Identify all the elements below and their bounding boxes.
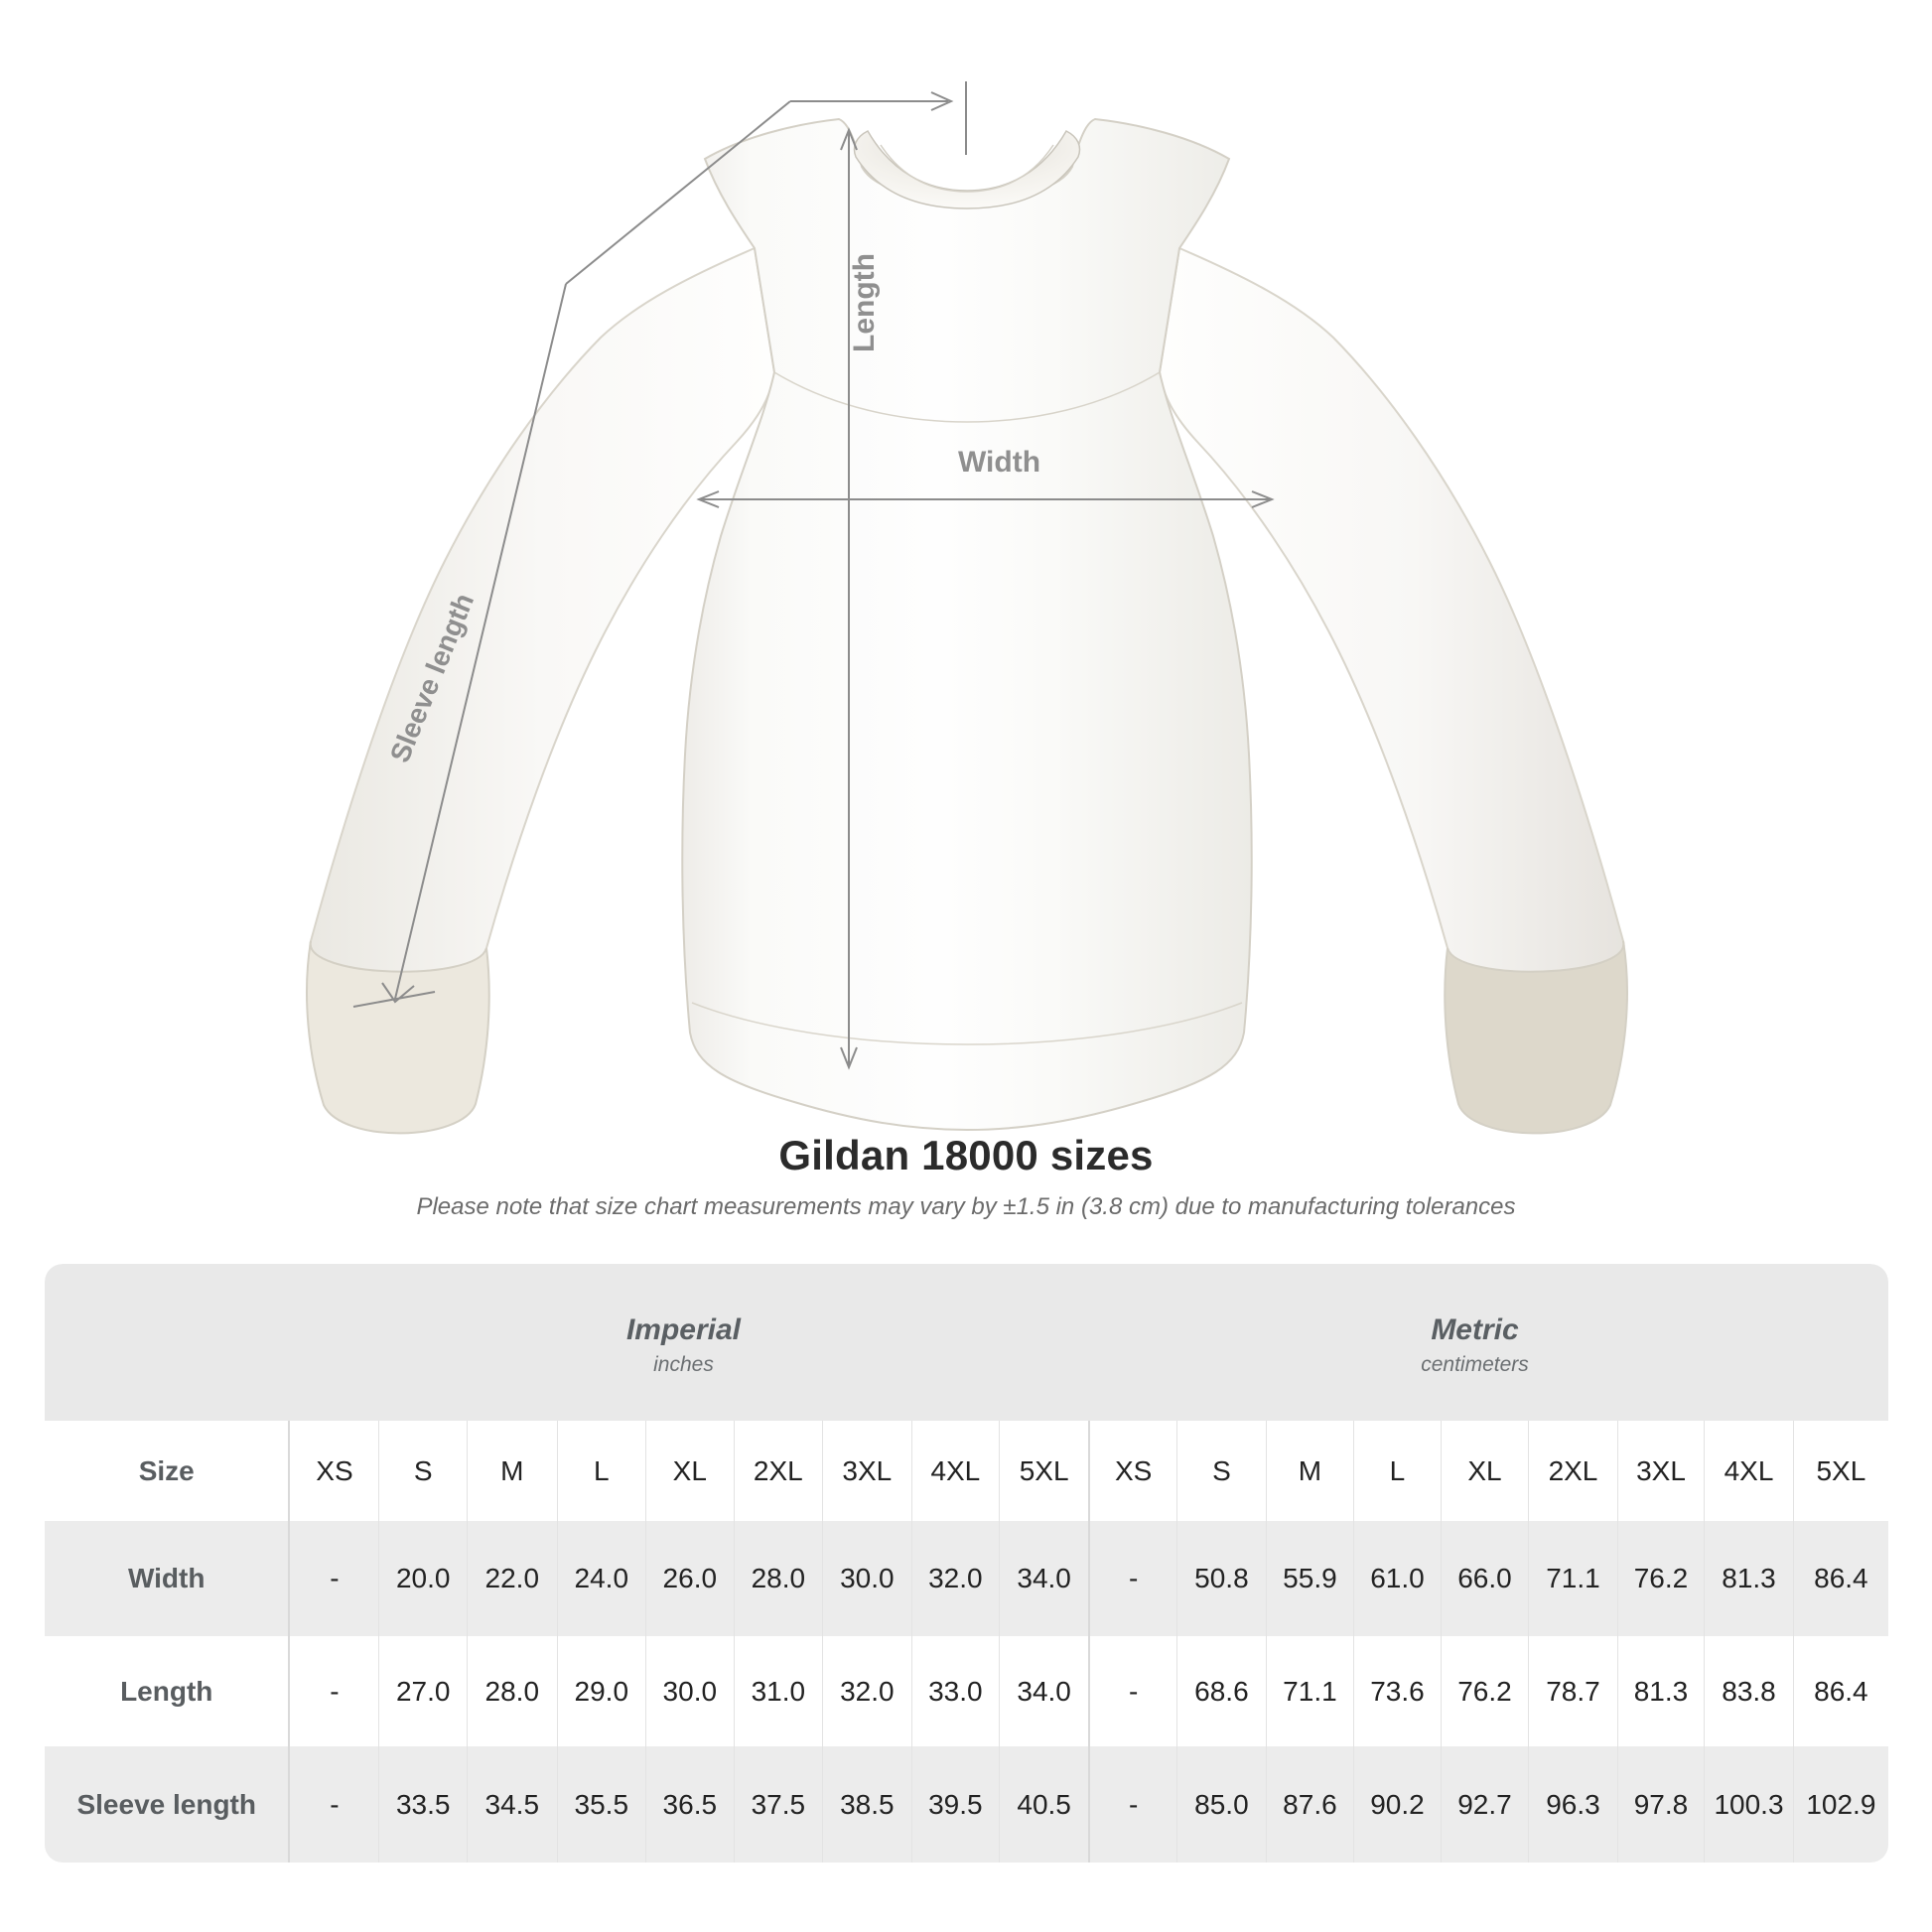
svg-text:Width: Width bbox=[958, 446, 1040, 479]
svg-text:Length: Length bbox=[848, 253, 881, 352]
